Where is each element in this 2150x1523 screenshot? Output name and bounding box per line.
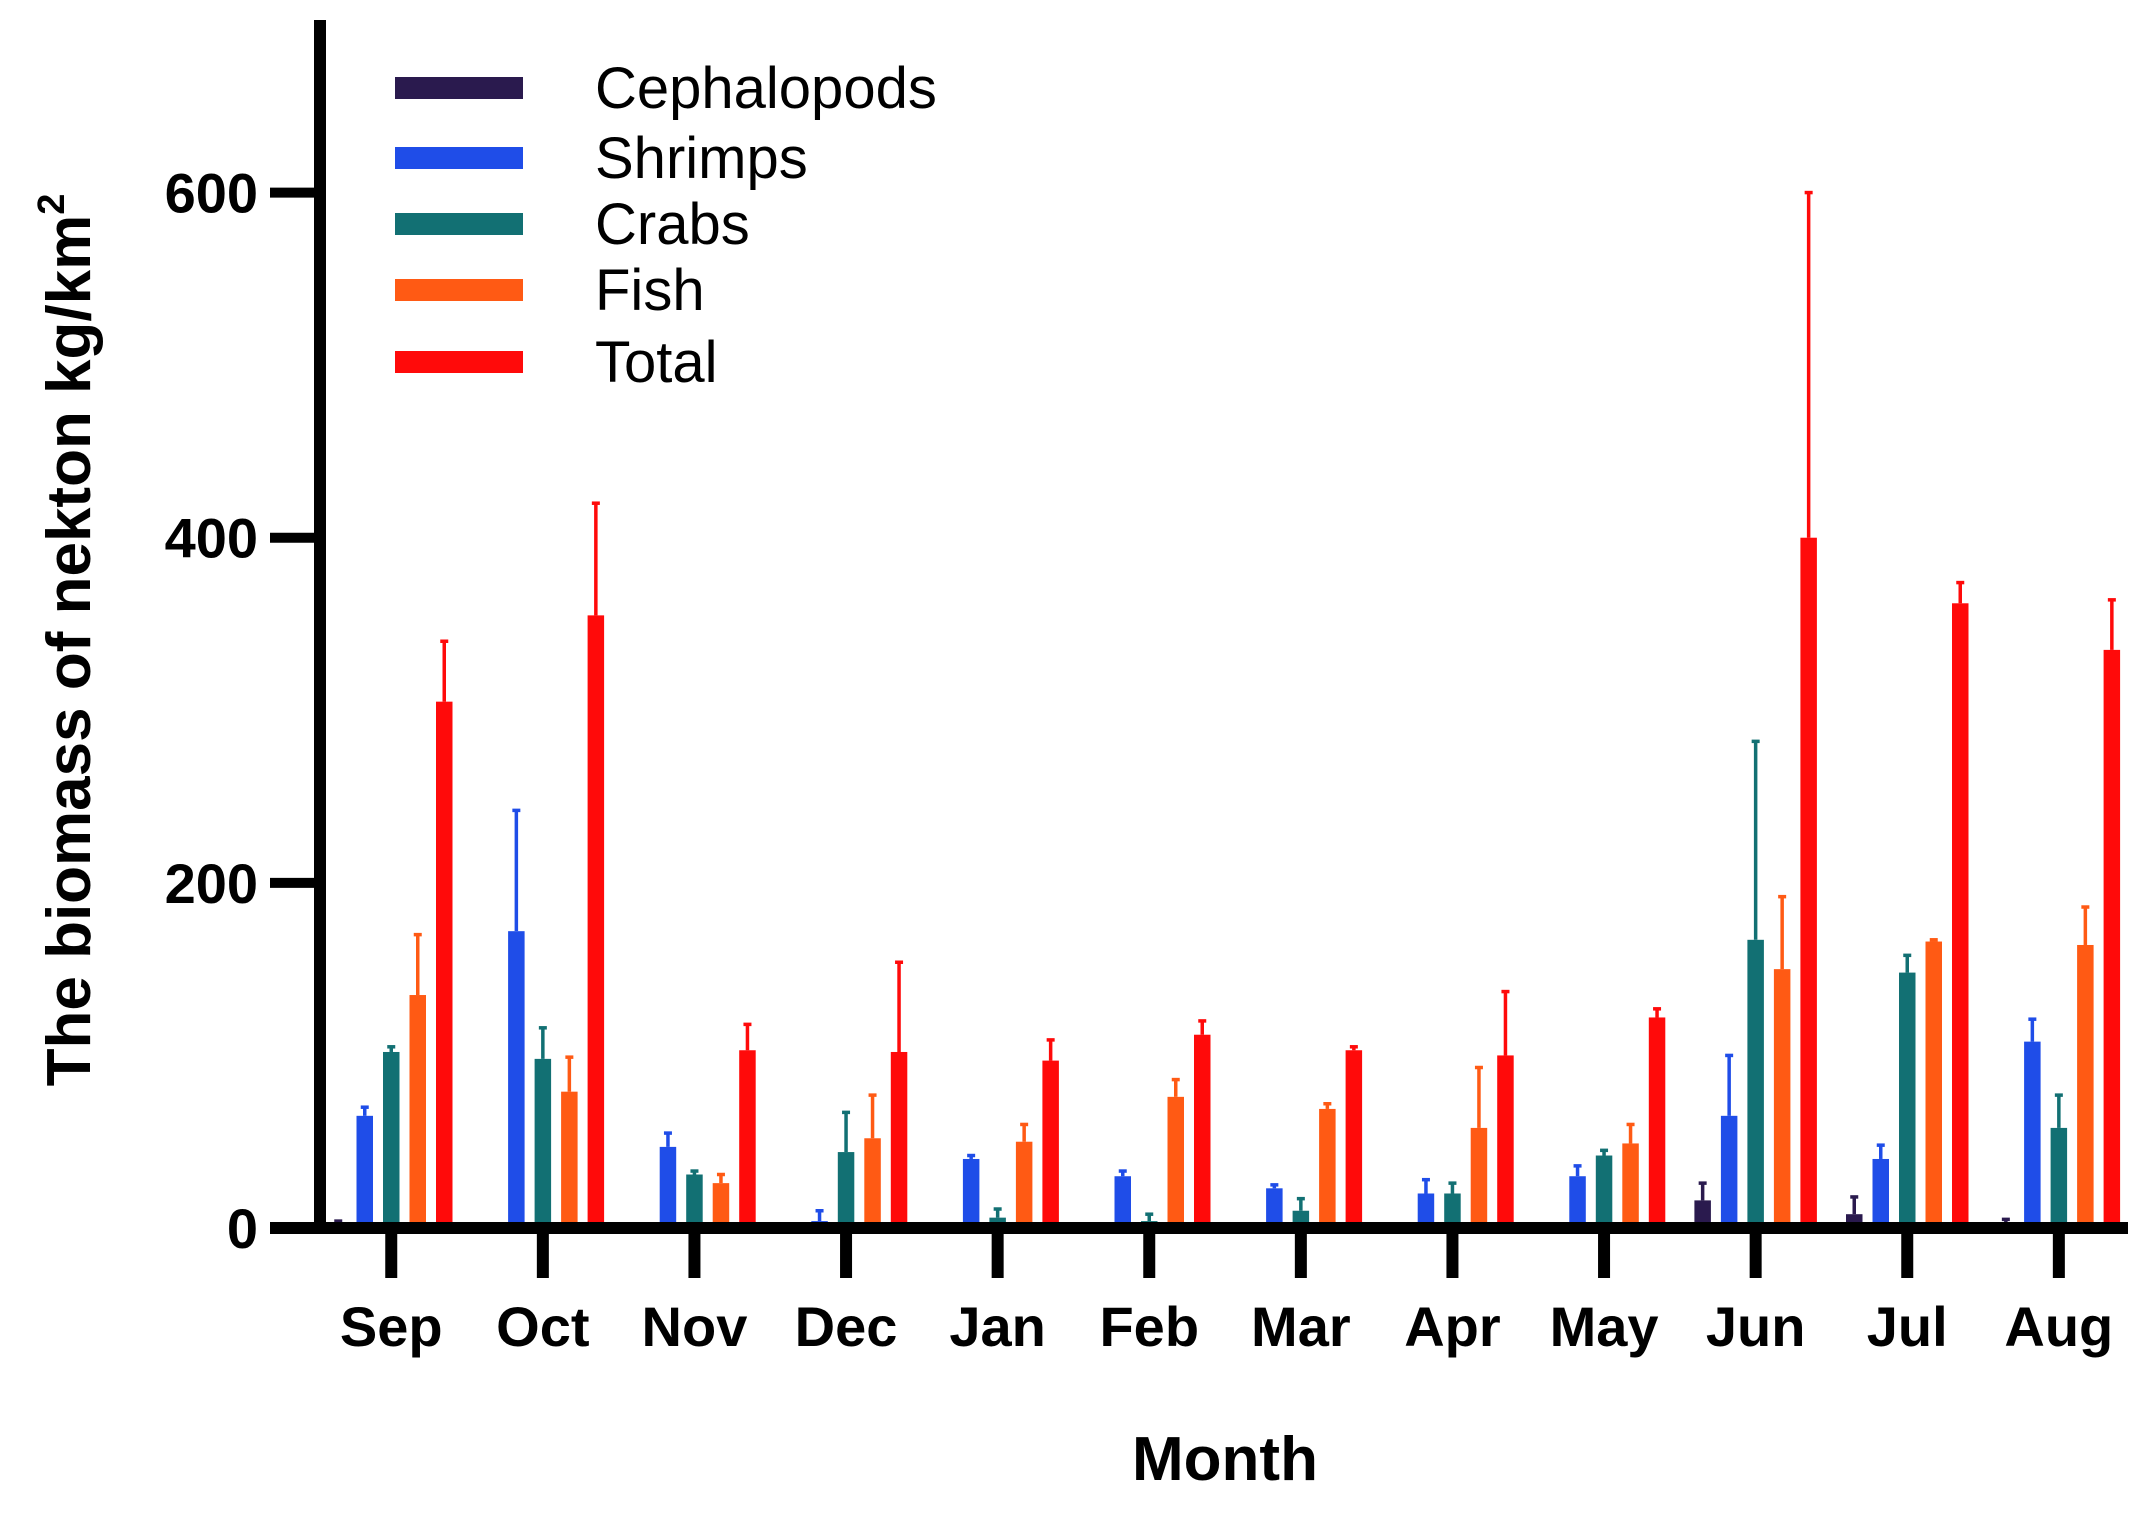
- bar-total-mar: [1345, 1050, 1363, 1228]
- x-tick-label-jan: Jan: [949, 1295, 1046, 1358]
- bar-fish-jul: [1925, 941, 1942, 1228]
- bar-shrimps-jun: [1720, 1115, 1738, 1228]
- bar-shrimps-nov: [659, 1146, 677, 1228]
- bar-shrimps-oct: [508, 931, 525, 1228]
- bar-shrimps-sep: [356, 1115, 373, 1228]
- bar-total-sep: [436, 701, 453, 1228]
- bar-fish-apr: [1470, 1127, 1488, 1228]
- legend-label-fish: Fish: [595, 258, 705, 323]
- x-axis-title: Month: [1132, 1425, 1318, 1494]
- bar-shrimps-jul: [1872, 1158, 1889, 1228]
- legend-swatch-cephalopods: [395, 77, 523, 99]
- bar-total-nov: [739, 1050, 756, 1228]
- bar-shrimps-aug: [2024, 1041, 2041, 1228]
- x-tick-label-dec: Dec: [795, 1295, 898, 1358]
- legend-swatch-total: [395, 351, 523, 373]
- bar-fish-jun: [1773, 969, 1791, 1228]
- x-tick-label-jun: Jun: [1706, 1295, 1806, 1358]
- y-tick-label-600: 600: [165, 162, 258, 225]
- bar-total-jul: [1952, 603, 1969, 1228]
- x-tick-label-nov: Nov: [642, 1295, 748, 1358]
- bar-fish-oct: [561, 1091, 578, 1228]
- bar-crabs-may: [1595, 1155, 1613, 1228]
- bar-total-may: [1648, 1017, 1666, 1228]
- bar-shrimps-jan: [962, 1158, 980, 1228]
- bar-fish-may: [1622, 1143, 1639, 1228]
- y-tick-label-400: 400: [165, 507, 258, 570]
- bar-total-feb: [1194, 1034, 1211, 1228]
- legend-label-cephalopods: Cephalopods: [595, 56, 937, 121]
- bar-fish-aug: [2077, 944, 2094, 1228]
- bar-fish-mar: [1319, 1108, 1336, 1228]
- bar-total-apr: [1497, 1055, 1514, 1228]
- legend-label-shrimps: Shrimps: [595, 126, 808, 191]
- legend-swatch-shrimps: [395, 147, 523, 169]
- bar-fish-jan: [1015, 1141, 1033, 1228]
- bar-shrimps-mar: [1266, 1188, 1283, 1228]
- bar-cephalopods-jun: [1694, 1200, 1711, 1228]
- bar-fish-feb: [1167, 1096, 1184, 1228]
- bars-layer: [330, 190, 2121, 1228]
- x-tick-label-feb: Feb: [1099, 1295, 1199, 1358]
- y-axis-title-main: The biomass of nekton kg/km: [35, 215, 104, 1087]
- bar-fish-nov: [712, 1183, 730, 1228]
- bar-total-jan: [1042, 1060, 1059, 1228]
- bar-crabs-nov: [686, 1174, 703, 1228]
- x-tick-label-mar: Mar: [1251, 1295, 1351, 1358]
- bar-crabs-aug: [2050, 1127, 2068, 1228]
- bar-total-dec: [890, 1051, 908, 1228]
- bar-crabs-jun: [1747, 939, 1764, 1228]
- bar-shrimps-feb: [1114, 1176, 1131, 1228]
- y-axis-title-superscript: 2: [31, 194, 73, 215]
- legend-label-crabs: Crabs: [595, 192, 750, 257]
- y-tick-label-0: 0: [227, 1197, 258, 1260]
- bar-total-aug: [2103, 649, 2121, 1228]
- bar-shrimps-apr: [1417, 1193, 1435, 1228]
- axes-layer: Sep Oct Nov Dec Jan Feb Mar Apr May Jun Jul Aug 0 200…: [165, 20, 2128, 1358]
- legend-label-total: Total: [595, 330, 718, 395]
- legend-swatch-fish: [395, 279, 523, 301]
- bar-fish-dec: [864, 1138, 881, 1228]
- bar-crabs-sep: [383, 1051, 400, 1228]
- bar-crabs-jul: [1899, 972, 1916, 1228]
- x-tick-label-aug: Aug: [2004, 1295, 2113, 1358]
- x-tick-label-sep: Sep: [340, 1295, 443, 1358]
- bar-shrimps-may: [1569, 1176, 1586, 1228]
- x-tick-label-oct: Oct: [496, 1295, 589, 1358]
- bar-crabs-oct: [534, 1058, 552, 1228]
- bar-crabs-apr: [1444, 1193, 1461, 1228]
- x-tick-label-jul: Jul: [1867, 1295, 1948, 1358]
- bar-crabs-dec: [837, 1152, 855, 1228]
- y-tick-label-200: 200: [165, 852, 258, 915]
- bar-total-jun: [1800, 537, 1817, 1228]
- legend-swatch-crabs: [395, 213, 523, 235]
- y-axis-title: The biomass of nekton kg/km2: [31, 194, 104, 1087]
- x-tick-label-may: May: [1550, 1295, 1659, 1358]
- bar-total-oct: [587, 615, 605, 1228]
- x-tick-label-apr: Apr: [1404, 1295, 1500, 1358]
- bar-fish-sep: [409, 995, 426, 1228]
